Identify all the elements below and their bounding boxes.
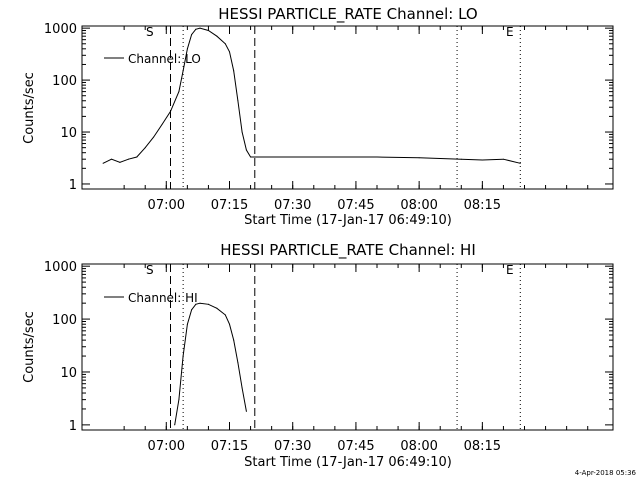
x-axis-label: Start Time (17-Jan-17 06:49:10) <box>244 213 452 228</box>
series-point <box>191 309 193 311</box>
legend: Channel: LO <box>104 52 201 66</box>
start-marker-label: S <box>146 263 154 277</box>
x-tick-label: 07:00 <box>148 198 185 213</box>
generation-timestamp: 4-Apr-2018 05:36 <box>575 469 637 477</box>
x-axis: 07:00 07:15 07:30 07:45 08:00 08:15 <box>123 264 589 454</box>
y-tick-label: 100 <box>52 313 77 328</box>
series-point <box>224 314 226 316</box>
y-tick-label: 10 <box>60 366 77 381</box>
series-point <box>207 303 209 305</box>
series-layer <box>174 302 247 426</box>
x-tick-label: 08:15 <box>464 439 501 454</box>
series-point <box>481 159 483 161</box>
series-point <box>102 162 104 164</box>
x-tick-label: 07:45 <box>337 439 374 454</box>
legend-entry: Channel: LO <box>128 52 201 66</box>
series-point <box>182 355 184 357</box>
series-point <box>241 131 243 133</box>
series-point <box>245 410 247 412</box>
legend-entry: Channel: HI <box>128 291 198 305</box>
y-axis: 1 10 100 1000 <box>44 260 613 434</box>
series-point <box>182 70 184 72</box>
series-layer <box>102 27 521 164</box>
time-markers <box>170 264 521 430</box>
y-tick-label: 100 <box>52 74 77 89</box>
y-tick-label: 1 <box>69 178 77 193</box>
series-point <box>178 399 180 401</box>
x-axis-label: Start Time (17-Jan-17 06:49:10) <box>244 455 452 470</box>
series-point <box>216 35 218 37</box>
series-point <box>376 156 378 158</box>
series-line <box>102 27 521 164</box>
series-point <box>245 149 247 151</box>
x-tick-label: 07:15 <box>211 198 248 213</box>
series-line <box>174 302 247 425</box>
series-point <box>127 158 129 160</box>
x-tick-label: 07:00 <box>148 439 185 454</box>
series-point <box>199 302 201 304</box>
end-marker-label: E <box>506 25 514 39</box>
series-point <box>136 156 138 158</box>
series-point <box>186 48 188 50</box>
legend: Channel: HI <box>104 291 198 305</box>
series-point <box>207 30 209 31</box>
plot-frame <box>81 263 614 431</box>
panel-title: HESSI PARTICLE_RATE Channel: HI <box>220 241 476 260</box>
series-point <box>195 28 197 30</box>
start-marker-label: S <box>146 25 154 39</box>
series-point <box>174 424 176 426</box>
y-tick-label: 1000 <box>44 260 77 275</box>
y-tick-label: 10 <box>60 126 77 141</box>
time-markers <box>170 26 521 189</box>
series-point <box>178 91 180 93</box>
series-point <box>111 158 112 160</box>
series-point <box>292 156 294 158</box>
x-tick-label: 07:15 <box>211 439 248 454</box>
x-tick-label: 08:15 <box>464 198 501 213</box>
series-point <box>241 387 243 389</box>
hi-channel-panel: HESSI PARTICLE_RATE Channel: HI 1 10 100 10… <box>22 241 614 470</box>
series-point <box>186 323 188 325</box>
series-point <box>334 156 336 158</box>
panel-title: HESSI PARTICLE_RATE Channel: LO <box>218 5 477 24</box>
y-tick-label: 1 <box>69 419 77 434</box>
series-point <box>144 147 146 149</box>
x-axis: 07:00 07:15 07:30 07:45 08:00 08:15 <box>123 26 589 213</box>
series-point <box>224 43 226 45</box>
series-point <box>233 339 235 341</box>
lo-channel-panel: HESSI PARTICLE_RATE Channel: LO 1 10 100 10… <box>22 5 614 228</box>
series-point <box>161 123 163 125</box>
series-point <box>119 161 121 163</box>
series-point <box>195 303 197 305</box>
series-point <box>191 34 193 36</box>
series-point <box>233 70 235 72</box>
x-tick-label: 07:30 <box>274 198 311 213</box>
series-point <box>502 158 504 160</box>
series-point <box>229 323 230 325</box>
series-point <box>250 156 252 158</box>
series-point <box>237 362 239 364</box>
y-axis-label: Counts/sec <box>22 311 37 383</box>
x-tick-label: 08:00 <box>400 198 437 213</box>
series-point <box>153 136 155 138</box>
x-tick-label: 08:00 <box>400 439 437 454</box>
series-point <box>460 158 462 160</box>
x-tick-label: 07:30 <box>274 439 311 454</box>
series-point <box>229 51 230 53</box>
series-point <box>199 27 201 29</box>
y-tick-label: 1000 <box>44 22 77 37</box>
series-point <box>237 100 239 102</box>
series-point <box>519 162 521 164</box>
y-axis: 1 10 100 1000 <box>44 22 613 193</box>
series-point <box>418 157 420 159</box>
series-point <box>216 307 218 309</box>
y-axis-label: Counts/sec <box>22 72 37 144</box>
plot-frame <box>81 25 614 190</box>
x-tick-label: 07:45 <box>337 198 374 213</box>
series-point <box>170 110 171 112</box>
end-marker-label: E <box>506 263 514 277</box>
